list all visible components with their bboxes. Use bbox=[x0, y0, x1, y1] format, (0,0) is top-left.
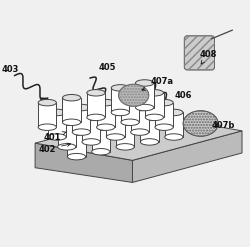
Ellipse shape bbox=[106, 109, 124, 116]
Bar bbox=[121, 98, 139, 122]
Bar bbox=[96, 103, 115, 127]
Ellipse shape bbox=[111, 85, 130, 91]
Bar bbox=[140, 117, 159, 142]
Bar bbox=[165, 112, 183, 137]
Bar bbox=[155, 103, 173, 127]
Bar bbox=[48, 112, 66, 137]
Ellipse shape bbox=[140, 114, 159, 121]
Ellipse shape bbox=[118, 84, 149, 106]
Ellipse shape bbox=[48, 134, 66, 140]
Bar bbox=[87, 93, 105, 117]
Ellipse shape bbox=[72, 104, 90, 111]
Ellipse shape bbox=[67, 153, 86, 160]
Ellipse shape bbox=[92, 148, 110, 155]
Bar bbox=[116, 122, 134, 147]
Ellipse shape bbox=[121, 95, 139, 101]
Ellipse shape bbox=[131, 129, 149, 135]
Ellipse shape bbox=[38, 124, 56, 130]
Ellipse shape bbox=[58, 119, 76, 125]
Ellipse shape bbox=[72, 129, 90, 135]
Polygon shape bbox=[35, 143, 132, 183]
Text: 406: 406 bbox=[175, 91, 192, 100]
Bar bbox=[82, 117, 100, 142]
FancyBboxPatch shape bbox=[184, 36, 214, 70]
Ellipse shape bbox=[121, 119, 139, 125]
Bar bbox=[72, 107, 90, 132]
Text: 405: 405 bbox=[98, 62, 116, 72]
Ellipse shape bbox=[116, 119, 134, 125]
Ellipse shape bbox=[96, 99, 115, 106]
Polygon shape bbox=[35, 114, 242, 160]
Ellipse shape bbox=[92, 124, 110, 130]
Text: 407a: 407a bbox=[142, 77, 173, 90]
Ellipse shape bbox=[165, 134, 183, 140]
Text: 402: 402 bbox=[38, 143, 70, 154]
Ellipse shape bbox=[62, 95, 81, 101]
Ellipse shape bbox=[111, 109, 130, 116]
Ellipse shape bbox=[131, 104, 149, 111]
Ellipse shape bbox=[116, 144, 134, 150]
Text: 403: 403 bbox=[2, 65, 19, 74]
Ellipse shape bbox=[96, 124, 115, 130]
Bar bbox=[67, 132, 86, 157]
Ellipse shape bbox=[38, 99, 56, 106]
Ellipse shape bbox=[87, 114, 105, 121]
Ellipse shape bbox=[67, 129, 86, 135]
Ellipse shape bbox=[145, 90, 164, 96]
Bar bbox=[145, 93, 164, 117]
Ellipse shape bbox=[155, 124, 173, 130]
Ellipse shape bbox=[48, 109, 66, 116]
Ellipse shape bbox=[82, 114, 100, 121]
Ellipse shape bbox=[145, 114, 164, 121]
Polygon shape bbox=[132, 131, 242, 183]
Bar bbox=[106, 112, 124, 137]
Ellipse shape bbox=[183, 111, 218, 136]
Text: 408: 408 bbox=[199, 50, 216, 64]
Ellipse shape bbox=[62, 119, 81, 125]
Bar bbox=[131, 107, 149, 132]
Bar bbox=[111, 88, 130, 112]
Ellipse shape bbox=[58, 144, 76, 150]
Bar bbox=[58, 122, 76, 147]
Text: 401: 401 bbox=[44, 132, 66, 142]
Bar bbox=[136, 83, 154, 107]
Ellipse shape bbox=[87, 90, 105, 96]
Bar bbox=[92, 127, 110, 152]
Ellipse shape bbox=[106, 134, 124, 140]
Ellipse shape bbox=[140, 139, 159, 145]
Ellipse shape bbox=[136, 80, 154, 86]
Bar bbox=[38, 103, 56, 127]
Ellipse shape bbox=[82, 139, 100, 145]
Text: 407b: 407b bbox=[212, 122, 236, 130]
Ellipse shape bbox=[165, 109, 183, 116]
Ellipse shape bbox=[136, 104, 154, 111]
Bar bbox=[62, 98, 81, 122]
Ellipse shape bbox=[155, 99, 173, 106]
